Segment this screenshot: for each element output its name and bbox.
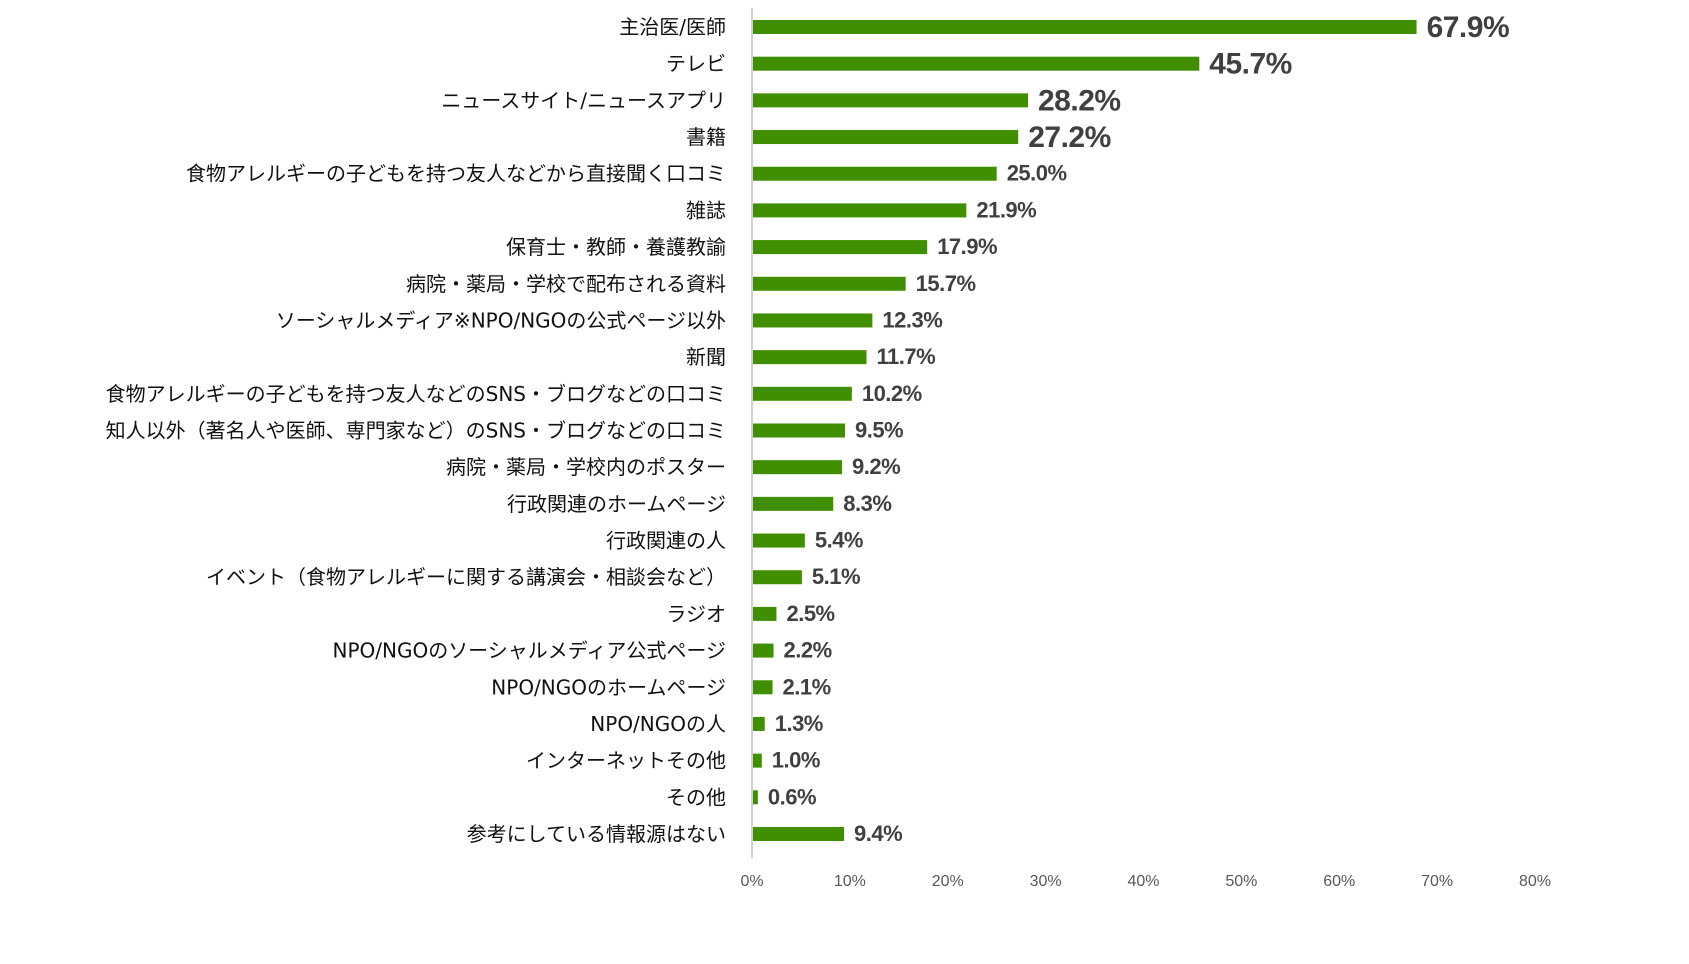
data-label: 1.3% xyxy=(775,711,823,736)
category-label: 主治医/医師 xyxy=(619,15,726,39)
category-label: NPO/NGOの人 xyxy=(590,712,726,736)
bar xyxy=(753,386,852,401)
category-label: 保育士・教師・養護教諭 xyxy=(506,235,726,259)
data-label: 67.9% xyxy=(1427,11,1510,44)
category-label: テレビ xyxy=(666,52,726,76)
data-label: 25.0% xyxy=(1007,161,1067,186)
bar xyxy=(753,20,1417,34)
bar xyxy=(753,827,845,841)
x-tick-label: 30% xyxy=(1030,873,1062,890)
data-label: 11.7% xyxy=(877,344,936,369)
bar xyxy=(753,460,843,475)
x-tick-label: 80% xyxy=(1519,873,1551,890)
data-label: 2.5% xyxy=(786,601,834,626)
bar xyxy=(753,313,873,328)
data-label: 8.3% xyxy=(843,491,891,516)
category-label: 書籍 xyxy=(686,125,726,149)
category-label: イベント（食物アレルギーに関する講演会・相談会など） xyxy=(206,565,726,589)
category-label: ソーシャルメディア※NPO/NGOの公式ページ以外 xyxy=(276,308,726,332)
bar xyxy=(753,790,758,805)
bar xyxy=(753,643,774,658)
category-label: その他 xyxy=(666,785,726,809)
bar xyxy=(753,606,777,621)
data-label: 21.9% xyxy=(976,197,1036,222)
data-label: 9.5% xyxy=(855,418,903,443)
bar xyxy=(753,276,906,291)
category-label: ラジオ xyxy=(666,602,726,626)
x-tick-label: 60% xyxy=(1323,873,1355,890)
bar xyxy=(753,166,997,181)
bar xyxy=(753,496,834,511)
data-label: 45.7% xyxy=(1209,48,1292,81)
data-label: 10.2% xyxy=(862,381,922,406)
data-label: 9.2% xyxy=(852,454,900,479)
bar xyxy=(753,93,1029,108)
data-label: 5.1% xyxy=(812,564,860,589)
x-tick-label: 10% xyxy=(834,873,866,890)
bar xyxy=(753,130,1019,145)
category-label: 雑誌 xyxy=(686,198,726,222)
category-label: 新聞 xyxy=(686,345,726,369)
data-label: 0.6% xyxy=(768,784,816,809)
category-label: 食物アレルギーの子どもを持つ友人などのSNS・ブログなどの口コミ xyxy=(106,382,726,406)
bar xyxy=(753,423,845,438)
category-label: 行政関連の人 xyxy=(606,529,726,553)
data-label: 9.4% xyxy=(854,821,902,846)
x-tick-label: 40% xyxy=(1127,873,1159,890)
data-label: 27.2% xyxy=(1028,121,1111,154)
x-tick-label: 20% xyxy=(932,873,964,890)
category-label: 病院・薬局・学校で配布される資料 xyxy=(406,272,726,296)
bar xyxy=(753,570,802,585)
category-label: 病院・薬局・学校内のポスター xyxy=(446,455,726,479)
data-label: 12.3% xyxy=(882,307,942,332)
bar xyxy=(753,203,967,218)
data-label: 15.7% xyxy=(916,271,976,296)
bar xyxy=(753,680,773,695)
x-tick-label: 0% xyxy=(740,873,763,890)
category-label: NPO/NGOのホームページ xyxy=(491,675,726,699)
data-label: 17.9% xyxy=(937,234,997,259)
bar xyxy=(753,350,867,365)
category-label: NPO/NGOのソーシャルメディア公式ページ xyxy=(332,639,726,663)
category-label: インターネットその他 xyxy=(526,749,726,773)
bar xyxy=(753,533,805,548)
bar xyxy=(753,56,1200,71)
bar xyxy=(753,753,762,768)
data-label: 5.4% xyxy=(815,528,863,553)
category-label: ニュースサイト/ニュースアプリ xyxy=(441,88,726,112)
category-label: 食物アレルギーの子どもを持つ友人などから直接聞く口コミ xyxy=(186,162,726,186)
data-label: 1.0% xyxy=(772,748,820,773)
category-label: 参考にしている情報源はない xyxy=(467,822,726,846)
x-tick-label: 50% xyxy=(1225,873,1257,890)
category-label: 知人以外（著名人や医師、専門家など）のSNS・ブログなどの口コミ xyxy=(106,419,726,443)
data-label: 28.2% xyxy=(1038,84,1121,117)
data-label: 2.1% xyxy=(783,674,831,699)
x-tick-label: 70% xyxy=(1421,873,1453,890)
bar xyxy=(753,240,928,255)
data-label: 2.2% xyxy=(784,638,832,663)
category-label: 行政関連のホームページ xyxy=(507,492,726,516)
bar xyxy=(753,716,765,731)
